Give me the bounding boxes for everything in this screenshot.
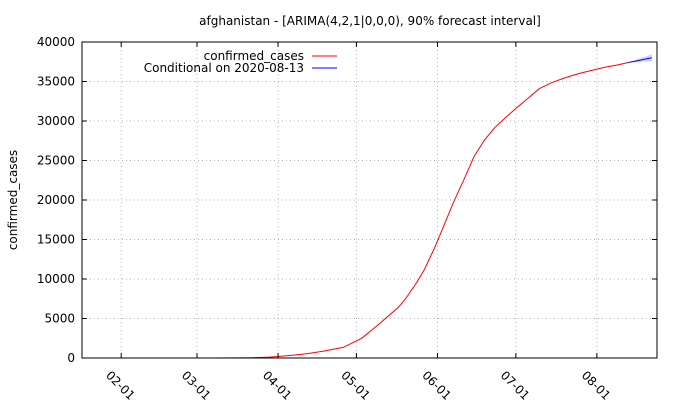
legend: confirmed_cases Conditional on 2020-08-1… [144, 49, 337, 75]
forecast-interval-band [628, 54, 652, 63]
x-tick-label: 05-01 [338, 368, 373, 400]
chart-title: afghanistan - [ARIMA(4,2,1|0,0,0), 90% f… [199, 14, 541, 28]
x-axis-ticks: 02-01 03-01 04-01 05-01 06-01 07-01 08-01 [103, 42, 613, 400]
y-tick-label: 25000 [37, 154, 75, 168]
y-tick-label: 30000 [37, 114, 75, 128]
y-tick-label: 15000 [37, 233, 75, 247]
y-tick-label: 0 [67, 351, 75, 365]
y-tick-label: 10000 [37, 272, 75, 286]
x-tick-label: 03-01 [179, 368, 214, 400]
x-tick-label: 07-01 [498, 368, 533, 400]
x-tick-label: 06-01 [419, 368, 454, 400]
x-tick-label: 04-01 [260, 368, 295, 400]
x-tick-label: 02-01 [103, 368, 138, 400]
y-tick-label: 5000 [44, 312, 75, 326]
y-tick-label: 20000 [37, 193, 75, 207]
y-tick-label: 35000 [37, 75, 75, 89]
legend-label-conditional: Conditional on 2020-08-13 [144, 61, 304, 75]
x-tick-label: 08-01 [579, 368, 614, 400]
y-tick-label: 40000 [37, 35, 75, 49]
legend-label-confirmed-cases: confirmed_cases [204, 49, 304, 63]
grid [82, 42, 657, 358]
series-line-confirmed-cases [181, 62, 629, 359]
series-lines [181, 57, 652, 359]
y-axis-ticks: 0 5000 10000 15000 20000 25000 30000 35000 40000 [37, 35, 657, 365]
y-axis-label: confirmed_cases [6, 150, 20, 250]
series-line-conditional-forecast [628, 57, 652, 63]
forecast-interval-area [628, 54, 652, 63]
